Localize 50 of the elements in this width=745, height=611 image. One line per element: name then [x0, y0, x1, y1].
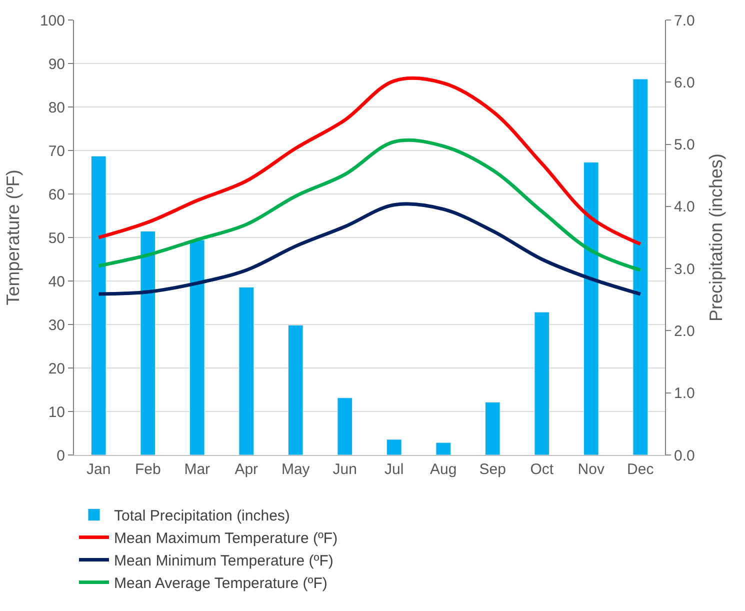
x-tick-label: Aug [430, 461, 457, 478]
bar [484, 402, 500, 455]
x-tick-label: Apr [234, 461, 258, 478]
y2-tick-label: 6.0 [674, 74, 695, 92]
y-tick-label: 90 [48, 56, 65, 73]
y2-tick-label: 4.0 [674, 198, 695, 216]
y2-axis-title: Precipitation (inches) [706, 153, 726, 322]
x-tick-label: Oct [530, 461, 554, 478]
x-tick-label: Feb [134, 461, 161, 478]
y-tick-label: 30 [48, 316, 65, 334]
x-tick-label: Jan [86, 461, 111, 478]
bar [583, 162, 599, 455]
bar [386, 439, 402, 455]
x-tick-label: Jun [332, 461, 357, 478]
line-series [96, 202, 642, 296]
y-tick-label: 10 [48, 404, 65, 421]
bar [140, 231, 156, 455]
legend-label: Mean Maximum Temperature (ºF) [114, 530, 338, 548]
y2-tick-label: 2.0 [674, 322, 695, 340]
bar [337, 398, 353, 455]
y2-tick-label: 1.0 [674, 385, 695, 402]
y-tick-label: 20 [48, 360, 65, 378]
y-tick-label: 60 [48, 186, 65, 204]
bar [436, 442, 452, 455]
legend-label: Mean Average Temperature (ºF) [114, 575, 328, 592]
bar [90, 156, 106, 455]
bar [534, 312, 550, 455]
bar [238, 286, 254, 455]
x-tick-label: Dec [627, 461, 654, 478]
bar [189, 240, 205, 455]
legend-label: Mean Minimum Temperature (ºF) [114, 552, 334, 570]
y-tick-label: 40 [48, 273, 65, 290]
x-tick-label: Sep [479, 461, 506, 478]
x-tick-label: Jul [384, 461, 404, 478]
y2-tick-label: 7.0 [674, 12, 695, 30]
legend-label: Total Precipitation (inches) [114, 508, 290, 525]
y2-tick-label: 5.0 [674, 136, 695, 154]
y-tick-label: 50 [48, 230, 65, 247]
x-tick-label: Nov [578, 461, 605, 478]
x-tick-label: May [281, 461, 310, 478]
y-tick-label: 100 [40, 12, 65, 30]
bar [632, 78, 648, 455]
y2-tick-label: 0.0 [674, 447, 695, 464]
y-tick-label: 0 [56, 447, 65, 464]
bar [288, 324, 304, 455]
y-tick-label: 80 [48, 99, 65, 116]
x-tick-label: Mar [184, 461, 210, 478]
y2-tick-label: 3.0 [674, 260, 695, 278]
y-axis-title: Temperature (ºF) [3, 170, 24, 306]
y-tick-label: 70 [48, 142, 65, 160]
